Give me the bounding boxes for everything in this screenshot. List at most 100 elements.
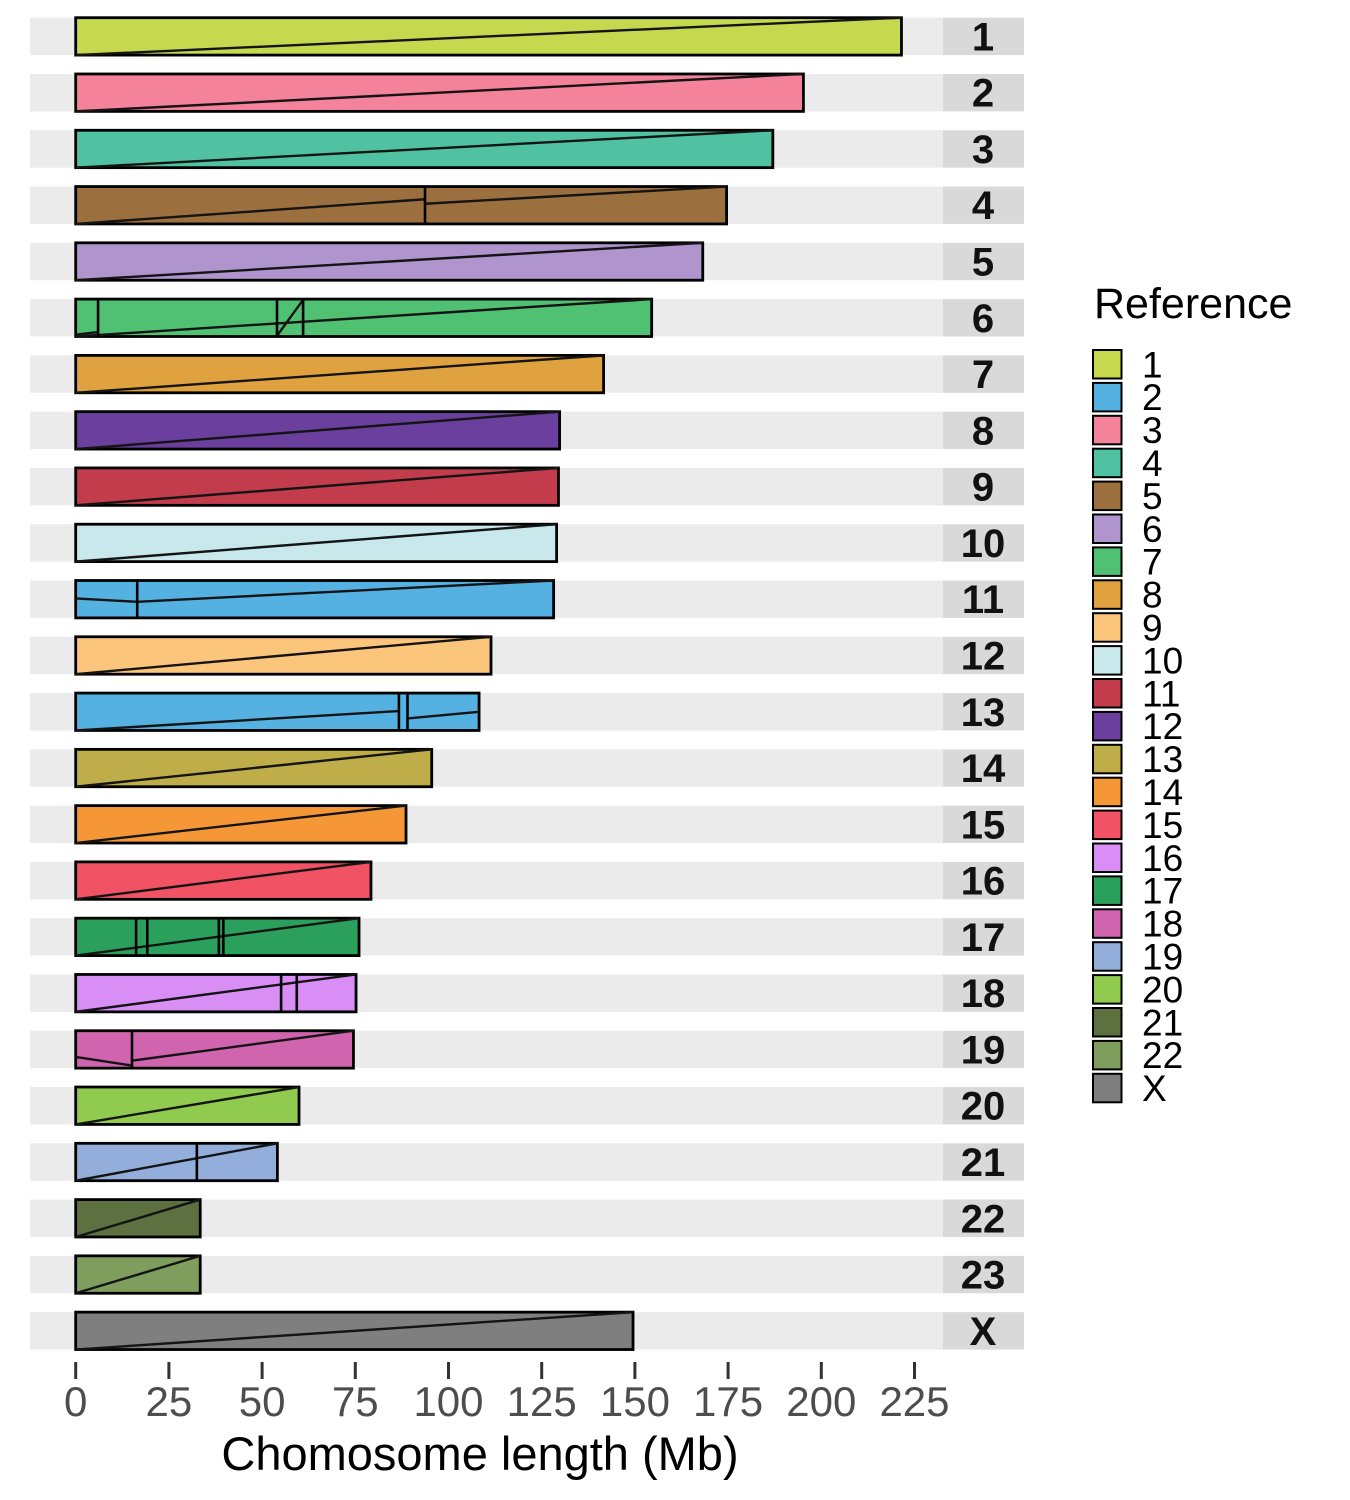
legend-swatch <box>1092 414 1123 446</box>
alignment-diagonal <box>75 1310 634 1351</box>
alignment-diagonal <box>75 297 652 338</box>
legend-swatch <box>1092 875 1123 906</box>
legend-swatch <box>1092 349 1123 380</box>
alignment-diagonal <box>75 916 360 957</box>
alignment-diagonal <box>75 1198 201 1239</box>
row-label: 22 <box>961 1197 1006 1241</box>
row-label: 12 <box>961 634 1006 678</box>
legend-label: 2 <box>1142 377 1163 418</box>
row-label: 16 <box>961 860 1006 904</box>
chromosome-row: 6 <box>30 297 1024 341</box>
legend-label: 17 <box>1142 871 1183 912</box>
legend-swatch <box>1092 513 1123 544</box>
legend-label: 5 <box>1142 476 1163 517</box>
row-label-box <box>943 861 1024 900</box>
row-label-box <box>943 974 1024 1012</box>
legend-swatch <box>1092 381 1123 413</box>
legend-item: 19 <box>1092 936 1183 977</box>
alignment-diagonal <box>75 860 372 901</box>
x-tick-label: 25 <box>146 1378 193 1425</box>
legend-label: 15 <box>1142 805 1183 846</box>
legend-item: 15 <box>1092 805 1183 846</box>
alignment-diagonal <box>75 330 99 336</box>
row-label: 4 <box>972 184 995 228</box>
legend-label: 7 <box>1142 542 1163 583</box>
legend-swatch <box>1092 447 1123 479</box>
row-label: 9 <box>972 466 994 510</box>
legend-item: 10 <box>1092 640 1183 681</box>
legend-item: 9 <box>1092 607 1163 648</box>
alignment-diagonal <box>75 1055 133 1067</box>
row-label: 20 <box>961 1085 1006 1129</box>
chromosome-row: 16 <box>30 860 1024 904</box>
legend-item: 13 <box>1092 739 1183 780</box>
row-label-box <box>943 1255 1024 1294</box>
legend-swatch <box>1092 1007 1123 1038</box>
chromosome-row: 13 <box>30 691 1024 735</box>
legend-item: 6 <box>1092 509 1163 550</box>
legend-label: 22 <box>1142 1035 1183 1076</box>
legend-swatch <box>1092 710 1123 742</box>
legend-swatch <box>1092 974 1123 1005</box>
row-label: 7 <box>972 353 994 397</box>
legend-swatch <box>1092 908 1123 939</box>
legend-label: 11 <box>1142 673 1180 714</box>
alignment-diagonal <box>424 185 727 205</box>
alignment-diagonal <box>75 523 557 563</box>
legend-item: 14 <box>1092 772 1183 813</box>
x-tick-label: 50 <box>239 1378 286 1425</box>
alignment-diagonal <box>75 597 138 604</box>
legend-item: 22 <box>1092 1035 1183 1076</box>
legend-label: 4 <box>1142 443 1163 484</box>
row-label-box <box>943 918 1024 956</box>
chromosome-row: 18 <box>30 972 1024 1016</box>
alignment-diagonal <box>131 1029 354 1062</box>
chromosome-row: 7 <box>30 353 1024 397</box>
row-label-box <box>943 467 1024 506</box>
row-label-box <box>943 411 1024 450</box>
legend-swatch <box>1092 678 1123 709</box>
alignment-diagonal <box>75 1085 300 1126</box>
x-tick-label: 0 <box>64 1378 87 1425</box>
chromosome-row: 15 <box>30 803 1024 847</box>
chromosome-row: 10 <box>30 522 1024 566</box>
legend-item: 8 <box>1092 575 1163 616</box>
legend-item: X <box>1092 1068 1167 1109</box>
row-label-box <box>943 805 1024 844</box>
chromosome-row: 12 <box>30 634 1024 678</box>
alignment-diagonal <box>75 129 773 169</box>
legend-label: 21 <box>1142 1002 1183 1043</box>
row-label-box <box>943 524 1024 562</box>
x-tick-label: 175 <box>693 1378 763 1425</box>
legend-title: Reference <box>1094 280 1292 328</box>
row-label: 11 <box>962 578 1004 622</box>
legend-label: 13 <box>1142 739 1183 780</box>
row-label: 13 <box>961 691 1006 735</box>
legend-swatch <box>1092 546 1123 577</box>
x-tick-label: 125 <box>507 1378 577 1425</box>
chromosome-row: 22 <box>30 1197 1024 1241</box>
row-label-box <box>943 242 1024 281</box>
row-label: X <box>970 1310 997 1354</box>
legend-swatch <box>1092 1072 1123 1104</box>
legend-swatch <box>1092 645 1123 676</box>
legend-item: 1 <box>1092 344 1163 385</box>
x-tick-label: 150 <box>600 1378 670 1425</box>
x-tick-label: 225 <box>879 1378 949 1425</box>
alignment-diagonal <box>75 973 357 1014</box>
row-label: 10 <box>961 522 1006 566</box>
alignment-diagonal <box>75 466 559 507</box>
chromosome-row: 1 <box>30 15 1024 59</box>
legend-label: 14 <box>1142 772 1183 813</box>
chromosome-row: 2 <box>30 72 1024 116</box>
chromosome-row: 9 <box>30 466 1024 510</box>
row-label-box <box>943 299 1024 337</box>
row-label-box <box>943 1312 1024 1350</box>
legend-item: 17 <box>1092 871 1183 912</box>
row-label-box <box>943 1143 1024 1181</box>
row-label: 3 <box>972 128 994 172</box>
chromosome-row: 17 <box>30 916 1024 960</box>
